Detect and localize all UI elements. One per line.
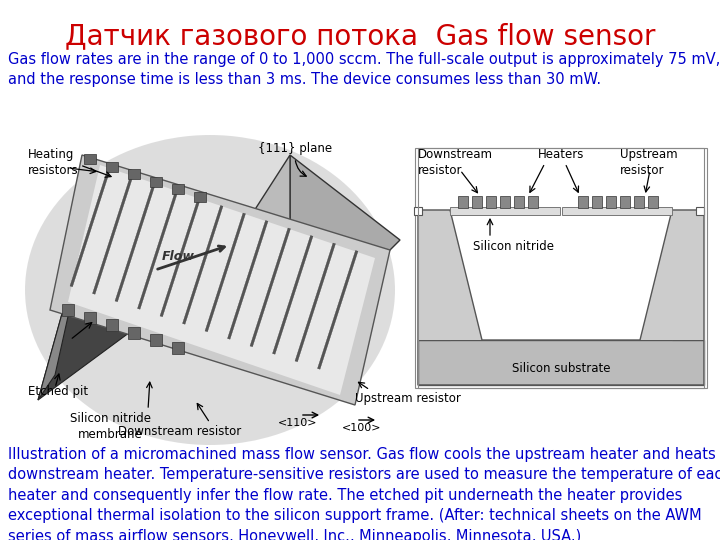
Polygon shape: [514, 196, 524, 208]
Text: Silicon substrate: Silicon substrate: [512, 361, 611, 375]
Text: Silicon nitride: Silicon nitride: [473, 240, 554, 253]
Polygon shape: [182, 206, 223, 324]
Text: Flow: Flow: [162, 250, 195, 263]
Polygon shape: [414, 207, 422, 215]
Text: Illustration of a micromachined mass flow sensor. Gas flow cools the upstream he: Illustration of a micromachined mass flo…: [8, 447, 720, 540]
Text: Upstream
resistor: Upstream resistor: [620, 148, 678, 177]
Text: Gas flow rates are in the range of 0 to 1,000 sccm. The full-scale output is app: Gas flow rates are in the range of 0 to …: [8, 52, 720, 87]
Text: {111} plane: {111} plane: [258, 142, 332, 155]
Polygon shape: [272, 235, 313, 354]
Polygon shape: [450, 210, 672, 340]
Polygon shape: [290, 155, 400, 350]
Polygon shape: [138, 191, 178, 309]
Polygon shape: [70, 168, 110, 287]
Ellipse shape: [25, 135, 395, 445]
Polygon shape: [160, 198, 200, 317]
Polygon shape: [458, 196, 468, 208]
Polygon shape: [606, 196, 616, 208]
Polygon shape: [450, 207, 560, 215]
Polygon shape: [172, 341, 184, 354]
Polygon shape: [106, 161, 118, 172]
Text: Upstream resistor: Upstream resistor: [355, 392, 461, 405]
FancyBboxPatch shape: [415, 148, 707, 388]
Text: Downstream resistor: Downstream resistor: [118, 425, 242, 438]
Polygon shape: [128, 169, 140, 179]
Polygon shape: [115, 183, 156, 302]
Polygon shape: [634, 196, 644, 208]
Polygon shape: [38, 195, 160, 400]
Polygon shape: [486, 196, 496, 208]
Text: <100>: <100>: [342, 423, 382, 433]
Polygon shape: [205, 213, 246, 332]
Polygon shape: [250, 228, 290, 347]
Polygon shape: [620, 196, 630, 208]
Polygon shape: [194, 192, 206, 201]
Polygon shape: [92, 176, 133, 294]
Polygon shape: [578, 196, 588, 208]
Polygon shape: [172, 184, 184, 194]
Polygon shape: [68, 165, 375, 395]
Text: Heaters: Heaters: [538, 148, 584, 161]
Polygon shape: [500, 196, 510, 208]
Polygon shape: [418, 340, 704, 385]
Text: <110>: <110>: [278, 418, 318, 428]
Polygon shape: [528, 196, 538, 208]
Text: Heating
resistors: Heating resistors: [28, 148, 78, 177]
Polygon shape: [318, 251, 358, 369]
Text: Downstream
resistor: Downstream resistor: [418, 148, 493, 177]
Polygon shape: [50, 155, 390, 405]
Polygon shape: [84, 312, 96, 323]
Polygon shape: [418, 210, 482, 340]
Polygon shape: [150, 177, 162, 186]
Text: Silicon nitride
membrane: Silicon nitride membrane: [70, 412, 150, 441]
Polygon shape: [562, 207, 672, 215]
Polygon shape: [150, 334, 162, 346]
Polygon shape: [106, 319, 118, 331]
Polygon shape: [200, 155, 290, 350]
Polygon shape: [418, 210, 450, 340]
Polygon shape: [640, 210, 704, 340]
Polygon shape: [128, 327, 140, 339]
Polygon shape: [295, 243, 336, 362]
Polygon shape: [472, 196, 482, 208]
Polygon shape: [696, 207, 704, 215]
Polygon shape: [648, 196, 658, 208]
Polygon shape: [672, 210, 704, 340]
Polygon shape: [38, 195, 95, 400]
Polygon shape: [592, 196, 602, 208]
Polygon shape: [84, 154, 96, 164]
Text: Etched pit: Etched pit: [28, 385, 88, 398]
Text: Датчик газового потока  Gas flow sensor: Датчик газового потока Gas flow sensor: [65, 22, 655, 50]
Polygon shape: [62, 304, 74, 316]
Bar: [418, 148, 704, 388]
Polygon shape: [228, 220, 268, 339]
